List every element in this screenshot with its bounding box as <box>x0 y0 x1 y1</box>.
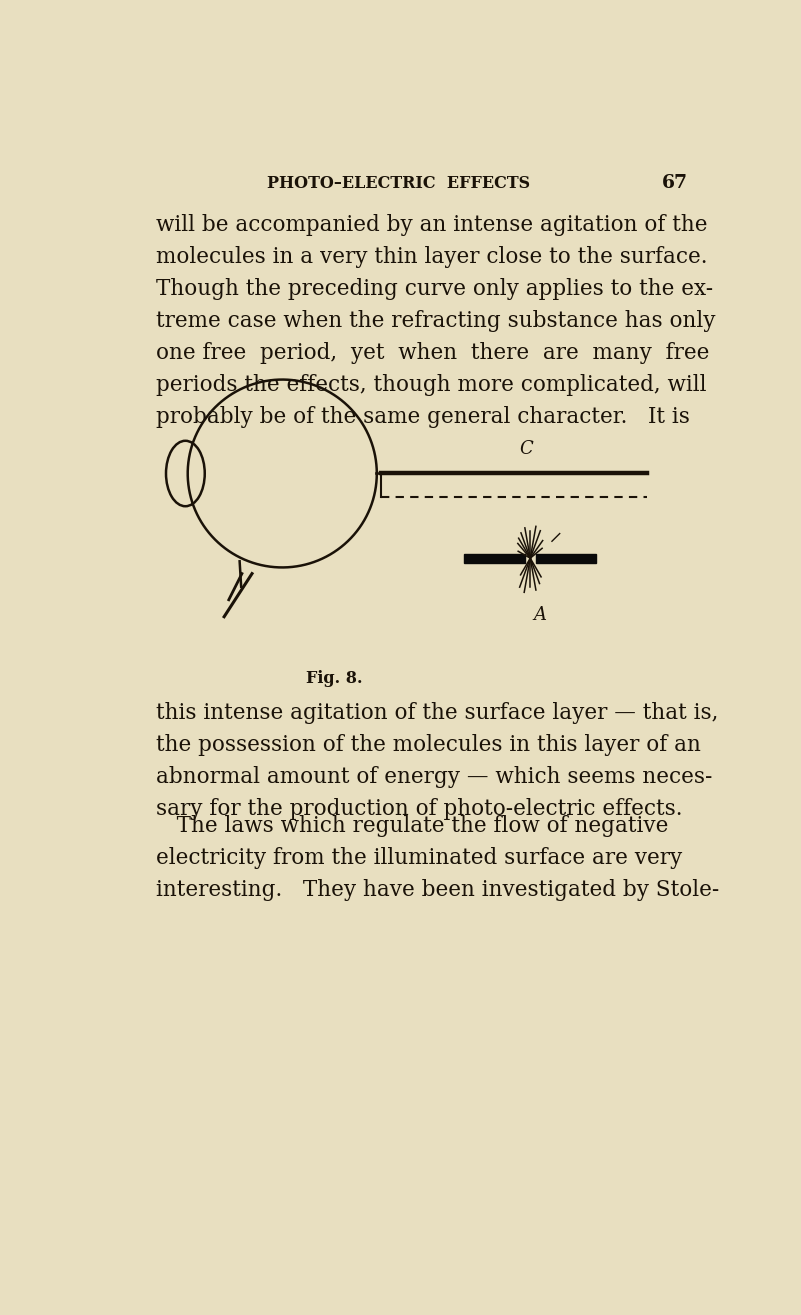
Bar <box>536 554 596 563</box>
Text: will be accompanied by an intense agitation of the: will be accompanied by an intense agitat… <box>156 214 707 235</box>
Bar <box>465 554 525 563</box>
Text: treme case when the refracting substance has only: treme case when the refracting substance… <box>156 310 715 331</box>
Text: probably be of the same general character.   It is: probably be of the same general characte… <box>156 406 690 427</box>
Text: one free  period,  yet  when  there  are  many  free: one free period, yet when there are many… <box>156 342 710 364</box>
Text: 67: 67 <box>662 174 688 192</box>
Text: Though the preceding curve only applies to the ex-: Though the preceding curve only applies … <box>156 277 713 300</box>
Text: Fig. 8.: Fig. 8. <box>305 669 362 686</box>
Text: A: A <box>533 606 546 623</box>
Text: molecules in a very thin layer close to the surface.: molecules in a very thin layer close to … <box>156 246 707 268</box>
Text: electricity from the illuminated surface are very: electricity from the illuminated surface… <box>156 847 682 869</box>
Text: the possession of the molecules in this layer of an: the possession of the molecules in this … <box>156 734 701 756</box>
Text: C: C <box>520 441 533 458</box>
Text: PHOTO–ELECTRIC  EFFECTS: PHOTO–ELECTRIC EFFECTS <box>267 175 530 192</box>
Text: interesting.   They have been investigated by Stole-: interesting. They have been investigated… <box>156 880 719 901</box>
Text: sary for the production of photo-electric effects.: sary for the production of photo-electri… <box>156 798 682 821</box>
Text: The laws which regulate the flow of negative: The laws which regulate the flow of nega… <box>156 815 668 838</box>
Text: this intense agitation of the surface layer — that is,: this intense agitation of the surface la… <box>156 702 718 725</box>
Text: abnormal amount of energy — which seems neces-: abnormal amount of energy — which seems … <box>156 767 712 788</box>
Text: periods the effects, though more complicated, will: periods the effects, though more complic… <box>156 373 706 396</box>
